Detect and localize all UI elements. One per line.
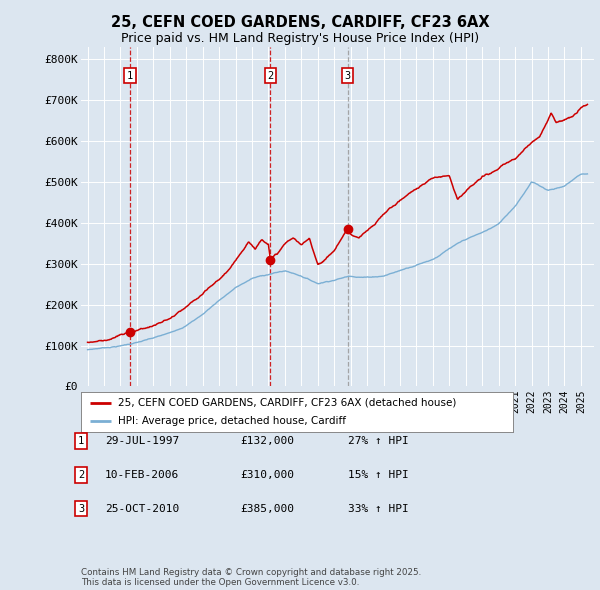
Text: £132,000: £132,000 [240,437,294,446]
Text: 2: 2 [267,71,274,81]
Text: 33% ↑ HPI: 33% ↑ HPI [348,504,409,513]
Text: 2: 2 [78,470,84,480]
Text: Price paid vs. HM Land Registry's House Price Index (HPI): Price paid vs. HM Land Registry's House … [121,32,479,45]
Text: 1: 1 [127,71,133,81]
Text: 10-FEB-2006: 10-FEB-2006 [105,470,179,480]
Text: Contains HM Land Registry data © Crown copyright and database right 2025.
This d: Contains HM Land Registry data © Crown c… [81,568,421,587]
Text: 1: 1 [78,437,84,446]
Text: 25, CEFN COED GARDENS, CARDIFF, CF23 6AX (detached house): 25, CEFN COED GARDENS, CARDIFF, CF23 6AX… [118,398,456,408]
Text: 3: 3 [78,504,84,513]
Text: 25, CEFN COED GARDENS, CARDIFF, CF23 6AX: 25, CEFN COED GARDENS, CARDIFF, CF23 6AX [110,15,490,30]
Text: HPI: Average price, detached house, Cardiff: HPI: Average price, detached house, Card… [118,416,346,426]
Text: 29-JUL-1997: 29-JUL-1997 [105,437,179,446]
Text: 3: 3 [344,71,351,81]
Text: £310,000: £310,000 [240,470,294,480]
Text: 25-OCT-2010: 25-OCT-2010 [105,504,179,513]
Text: 27% ↑ HPI: 27% ↑ HPI [348,437,409,446]
Text: 15% ↑ HPI: 15% ↑ HPI [348,470,409,480]
Text: £385,000: £385,000 [240,504,294,513]
